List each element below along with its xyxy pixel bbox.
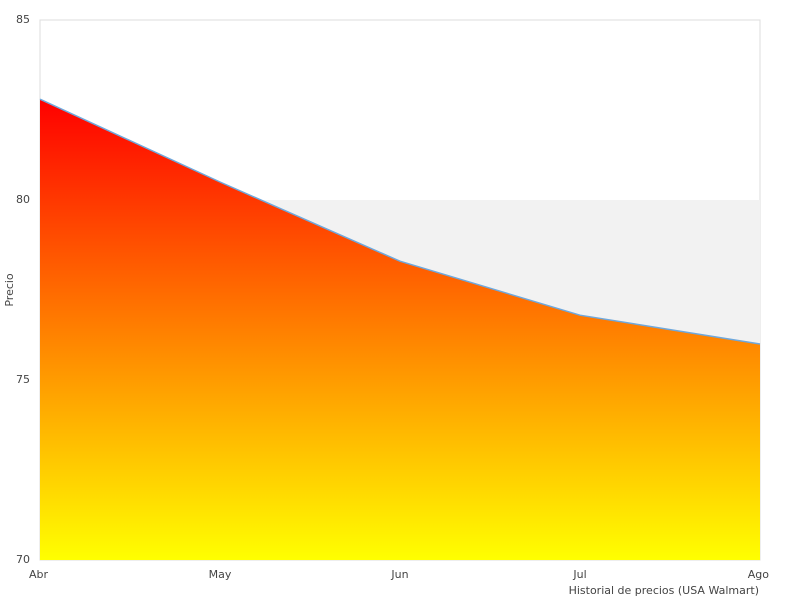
x-tick-label: Abr (29, 568, 49, 581)
y-tick-label: 85 (16, 13, 30, 26)
x-tick-label: May (209, 568, 232, 581)
y-axis-title: Precio (3, 273, 16, 307)
x-axis-title: Historial de precios (USA Walmart) (569, 584, 759, 597)
x-tick-label: Jun (390, 568, 408, 581)
x-tick-label: Jul (572, 568, 586, 581)
y-tick-label: 75 (16, 373, 30, 386)
x-tick-label: Ago (748, 568, 770, 581)
y-tick-label: 80 (16, 193, 30, 206)
y-tick-label: 70 (16, 553, 30, 566)
line (39, 98, 761, 345)
area (40, 99, 760, 560)
